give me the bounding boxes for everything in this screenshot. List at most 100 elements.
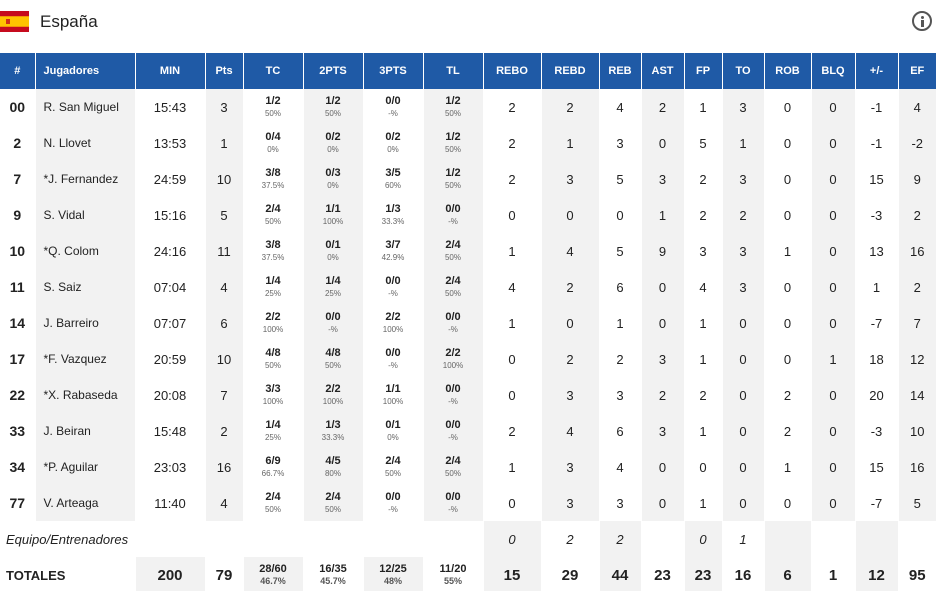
- player-row[interactable]: 22 *X. Rabaseda 20:08 7 3/3 100% 2/2 100% 1/1 100…: [0, 377, 936, 413]
- player-row[interactable]: 11 S. Saiz 07:04 4 1/4 25% 1/4 25% 0/0 -% 2/4 50% 4 2…: [0, 269, 936, 305]
- player-row[interactable]: 34 *P. Aguilar 23:03 16 6/9 66.7% 4/5 80% 2/4 50%…: [0, 449, 936, 485]
- col-header-rebd[interactable]: REBD: [541, 53, 600, 89]
- player-rebd: 2: [541, 89, 600, 125]
- player-tc: 3/8 37.5%: [243, 161, 304, 197]
- player-tc-pct: 50%: [264, 217, 281, 226]
- player-tc: 1/2 50%: [243, 89, 304, 125]
- player-tl: 2/2 100%: [423, 341, 484, 377]
- player-tl-pct: 50%: [444, 181, 461, 190]
- player-plus-minus: -1: [855, 125, 899, 161]
- col-header-pts[interactable]: Pts: [205, 53, 244, 89]
- player-name[interactable]: J. Beiran: [35, 413, 136, 449]
- col-header-players[interactable]: Jugadores: [35, 53, 136, 89]
- player-ast: 0: [641, 125, 685, 161]
- player-name[interactable]: N. Llovet: [35, 125, 136, 161]
- player-tc-pct: 50%: [264, 505, 281, 514]
- player-row[interactable]: 10 *Q. Colom 24:16 11 3/8 37.5% 0/1 0% 3/7 42.9% 2…: [0, 233, 936, 269]
- player-3pts-pct: 42.9%: [381, 253, 405, 262]
- player-row[interactable]: 9 S. Vidal 15:16 5 2/4 50% 1/1 100% 1/3 33.3% 0/0-…: [0, 197, 936, 233]
- player-2pts-pct: 50%: [324, 361, 341, 370]
- player-name[interactable]: *Q. Colom: [35, 233, 136, 269]
- player-plus-minus: -3: [855, 197, 899, 233]
- player-row[interactable]: 7 *J. Fernandez 24:59 10 3/8 37.5% 0/3 0% 3/5 60%…: [0, 161, 936, 197]
- player-row[interactable]: 2 N. Llovet 13:53 1 0/4 0% 0/2 0% 0/2 0% 1/2 50% 2 1 3…: [0, 125, 936, 161]
- player-tl: 1/2 50%: [423, 89, 484, 125]
- player-number: 22: [0, 377, 36, 413]
- col-header-to[interactable]: TO: [722, 53, 765, 89]
- player-min: 23:03: [135, 449, 206, 485]
- player-tl-made: 0/0: [445, 311, 461, 323]
- player-min: 07:04: [135, 269, 206, 305]
- boxscore-table: # Jugadores MIN Pts TC 2PTS 3PTS TL REBO…: [0, 53, 936, 591]
- player-tl-made: 1/2: [445, 131, 461, 143]
- player-3pts-made: 2/4: [385, 455, 401, 467]
- col-header-ast[interactable]: AST: [641, 53, 685, 89]
- player-3pts-made: 2/2: [385, 311, 401, 323]
- player-3pts: 0/0 -%: [363, 485, 424, 521]
- col-header-2pts[interactable]: 2PTS: [303, 53, 364, 89]
- player-reb: 6: [599, 413, 642, 449]
- player-tc-made: 2/2: [265, 311, 281, 323]
- player-tl-pct: -%: [448, 505, 458, 514]
- player-row[interactable]: 17 *F. Vazquez 20:59 10 4/8 50% 4/8 50% 0/0 -% 2/2…: [0, 341, 936, 377]
- player-tl: 1/2 50%: [423, 161, 484, 197]
- col-header-fp[interactable]: FP: [684, 53, 723, 89]
- totals-min: 200: [135, 557, 206, 591]
- player-name[interactable]: S. Vidal: [35, 197, 136, 233]
- player-tc-made: 3/8: [265, 239, 281, 251]
- player-ef: 14: [898, 377, 936, 413]
- player-tc: 6/9 66.7%: [243, 449, 304, 485]
- player-rebd: 0: [541, 305, 600, 341]
- col-header-tc[interactable]: TC: [243, 53, 304, 89]
- totals-tc-pct: 46.7%: [260, 576, 286, 586]
- col-header-3pts[interactable]: 3PTS: [363, 53, 424, 89]
- player-name[interactable]: S. Saiz: [35, 269, 136, 305]
- player-tc-made: 3/8: [265, 167, 281, 179]
- player-fp: 1: [684, 413, 723, 449]
- player-2pts: 1/4 25%: [303, 269, 364, 305]
- player-row[interactable]: 33 J. Beiran 15:48 2 1/4 25% 1/3 33.3% 0/1 0% 0/0-…: [0, 413, 936, 449]
- col-header-rebo[interactable]: REBO: [483, 53, 542, 89]
- player-rebo: 2: [483, 89, 542, 125]
- player-2pts: 0/1 0%: [303, 233, 364, 269]
- player-2pts-pct: 0%: [327, 181, 339, 190]
- player-name[interactable]: *X. Rabaseda: [35, 377, 136, 413]
- totals-2pts-pct: 45.7%: [320, 576, 346, 586]
- player-rebd: 4: [541, 413, 600, 449]
- player-name[interactable]: V. Arteaga: [35, 485, 136, 521]
- player-name[interactable]: *P. Aguilar: [35, 449, 136, 485]
- player-pts: 2: [205, 413, 244, 449]
- info-icon[interactable]: [912, 11, 932, 31]
- player-row[interactable]: 00 R. San Miguel 15:43 3 1/2 50% 1/2 50% 0/0 -% 1/…: [0, 89, 936, 125]
- player-fp: 2: [684, 161, 723, 197]
- totals-reb: 44: [599, 557, 642, 591]
- player-fp: 1: [684, 89, 723, 125]
- player-blq: 0: [811, 305, 856, 341]
- player-ef: 2: [898, 269, 936, 305]
- col-header-min[interactable]: MIN: [135, 53, 206, 89]
- player-rebo: 2: [483, 125, 542, 161]
- player-3pts-pct: -%: [388, 109, 398, 118]
- player-min: 24:16: [135, 233, 206, 269]
- player-ast: 3: [641, 413, 685, 449]
- col-header-reb[interactable]: REB: [599, 53, 642, 89]
- col-header-blq[interactable]: BLQ: [811, 53, 856, 89]
- player-name[interactable]: *J. Fernandez: [35, 161, 136, 197]
- player-3pts-pct: -%: [388, 361, 398, 370]
- col-header-plus-minus[interactable]: +/-: [855, 53, 899, 89]
- col-header-ef[interactable]: EF: [898, 53, 936, 89]
- player-blq: 0: [811, 197, 856, 233]
- player-name[interactable]: *F. Vazquez: [35, 341, 136, 377]
- player-rebd: 1: [541, 125, 600, 161]
- col-header-rob[interactable]: ROB: [764, 53, 812, 89]
- player-name[interactable]: R. San Miguel: [35, 89, 136, 125]
- player-3pts-pct: 100%: [382, 397, 404, 406]
- col-header-number[interactable]: #: [0, 53, 36, 89]
- col-header-tl[interactable]: TL: [423, 53, 484, 89]
- player-rob: 0: [764, 125, 812, 161]
- player-pts: 4: [205, 269, 244, 305]
- player-name[interactable]: J. Barreiro: [35, 305, 136, 341]
- player-row[interactable]: 14 J. Barreiro 07:07 6 2/2 100% 0/0 -% 2/2 100% 0/…: [0, 305, 936, 341]
- player-row[interactable]: 77 V. Arteaga 11:40 4 2/4 50% 2/4 50% 0/0 -% 0/0 -%…: [0, 485, 936, 521]
- player-tl-made: 2/4: [445, 275, 461, 287]
